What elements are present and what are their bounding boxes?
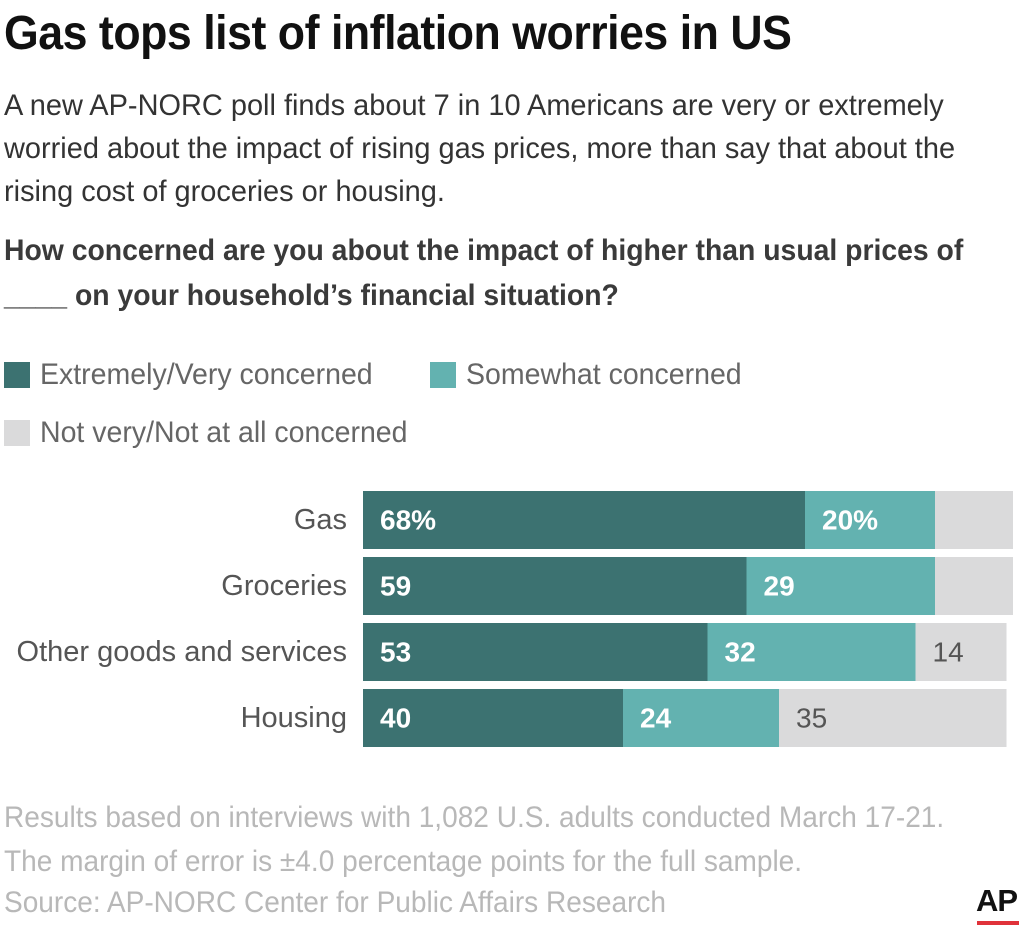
category-label-groceries: Groceries [221,570,347,602]
category-label-gas: Gas [294,504,347,536]
stacked-bar-chart: Gas 68% 20% Groceries 59 29 Other goods and se… [17,491,1013,747]
category-label-other-goods-and-services: Other goods and services [17,636,347,668]
legend-label-not-concerned: Not very/Not at all concerned [40,416,408,449]
legend-item-somewhat: Somewhat concerned [430,358,756,392]
legend-item-not-concerned: Not very/Not at all concerned [4,416,427,450]
data-label-housing-somewhat-concerned: 24 [640,703,672,734]
data-label-other-goods-and-services-extremely-very-concerned: 53 [380,637,411,668]
ap-logo-underline [977,921,1019,925]
chart-subtitle: A new AP-NORC poll finds about 7 in 10 A… [4,89,956,208]
legend-swatch-somewhat [430,362,456,388]
bar-groceries-not-very-not-at-all-concerned [935,557,1013,615]
bar-other-goods-and-services-somewhat-concerned [707,623,916,681]
source-line: Source: AP-NORC Center for Public Affair… [4,886,667,919]
methodology-note: Results based on interviews with 1,082 U… [4,801,945,878]
ap-logo: AP [976,883,1018,918]
bar-gas-not-very-not-at-all-concerned [935,491,1013,549]
bar-other-goods-and-services-not-very-not-at-all-concerned [915,623,1007,681]
bar-groceries-extremely-very-concerned [363,557,747,615]
data-label-other-goods-and-services-not-very-not-at-all-concerned: 14 [933,637,964,668]
bar-other-goods-and-services-extremely-very-concerned [363,623,708,681]
category-label-housing: Housing [241,702,347,734]
bar-housing-extremely-very-concerned [363,689,623,747]
data-label-other-goods-and-services-somewhat-concerned: 32 [725,637,756,668]
bar-housing-somewhat-concerned [623,689,779,747]
bar-gas-somewhat-concerned [805,491,935,549]
chart-title: Gas tops list of inflation worries in US [4,7,792,60]
legend-swatch-not-concerned [4,420,30,446]
data-label-housing-not-very-not-at-all-concerned: 35 [796,703,827,734]
legend-swatch-extremely-very [4,362,30,388]
legend-label-somewhat: Somewhat concerned [466,358,742,391]
data-label-gas-somewhat-concerned: 20% [822,505,878,536]
data-label-groceries-somewhat-concerned: 29 [764,571,795,602]
legend-item-extremely-very: Extremely/Very concerned [4,358,390,392]
data-label-gas-extremely-very-concerned: 68% [380,505,436,536]
bar-groceries-somewhat-concerned [746,557,935,615]
data-label-housing-extremely-very-concerned: 40 [380,703,411,734]
bar-housing-not-very-not-at-all-concerned [779,689,1007,747]
legend-label-extremely-very: Extremely/Very concerned [40,358,373,391]
survey-question: How concerned are you about the impact o… [4,234,964,312]
data-label-groceries-extremely-very-concerned: 59 [380,571,411,602]
bar-gas-extremely-very-concerned [363,491,805,549]
